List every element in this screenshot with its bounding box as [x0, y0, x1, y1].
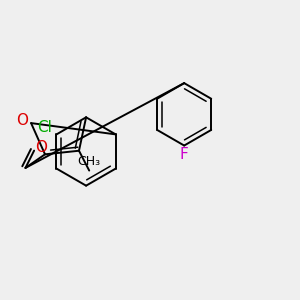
- Text: O: O: [35, 140, 47, 155]
- Text: O: O: [16, 113, 28, 128]
- Text: CH₃: CH₃: [78, 155, 101, 168]
- Text: Cl: Cl: [38, 120, 52, 135]
- Text: F: F: [180, 147, 189, 162]
